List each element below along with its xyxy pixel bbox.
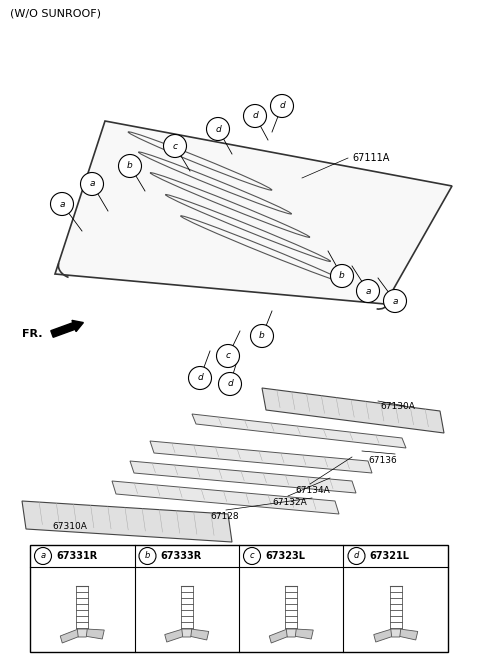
Circle shape <box>218 373 241 396</box>
Text: d: d <box>197 373 203 382</box>
Polygon shape <box>77 629 87 637</box>
Text: (W/O SUNROOF): (W/O SUNROOF) <box>10 8 101 18</box>
Polygon shape <box>189 629 209 640</box>
Text: c: c <box>172 142 178 150</box>
Polygon shape <box>55 121 452 304</box>
Polygon shape <box>374 629 394 642</box>
FancyArrow shape <box>51 320 84 337</box>
Circle shape <box>189 367 212 390</box>
Circle shape <box>271 94 293 117</box>
Text: b: b <box>127 161 133 171</box>
Polygon shape <box>130 461 356 493</box>
Circle shape <box>81 173 104 195</box>
Circle shape <box>50 192 73 216</box>
Circle shape <box>119 155 142 178</box>
Text: 67130A: 67130A <box>380 402 415 411</box>
Text: 67132A: 67132A <box>272 498 307 507</box>
Polygon shape <box>262 388 444 433</box>
Circle shape <box>357 279 380 302</box>
Circle shape <box>251 325 274 348</box>
Circle shape <box>164 134 187 157</box>
Polygon shape <box>182 629 192 637</box>
Text: a: a <box>40 552 46 560</box>
Text: 67134A: 67134A <box>295 486 330 495</box>
Polygon shape <box>150 441 372 473</box>
Text: b: b <box>259 331 265 340</box>
Polygon shape <box>22 501 232 542</box>
Circle shape <box>35 548 51 565</box>
Text: c: c <box>250 552 254 560</box>
Circle shape <box>348 548 365 565</box>
Text: a: a <box>89 180 95 188</box>
Polygon shape <box>286 629 296 637</box>
Text: 67136: 67136 <box>368 456 397 465</box>
Text: a: a <box>392 297 398 306</box>
Text: 67310A: 67310A <box>52 522 87 531</box>
Text: b: b <box>145 552 150 560</box>
Text: d: d <box>279 102 285 110</box>
Text: a: a <box>59 199 65 209</box>
Text: b: b <box>339 272 345 281</box>
Circle shape <box>216 344 240 367</box>
Text: FR.: FR. <box>22 329 43 339</box>
Polygon shape <box>84 629 104 639</box>
Polygon shape <box>112 481 339 514</box>
Text: d: d <box>227 380 233 388</box>
Text: d: d <box>252 112 258 121</box>
Text: 67323L: 67323L <box>265 551 305 561</box>
Circle shape <box>384 289 407 312</box>
Text: 67111A: 67111A <box>352 153 389 163</box>
Polygon shape <box>60 629 80 643</box>
Circle shape <box>139 548 156 565</box>
Text: d: d <box>215 125 221 134</box>
Polygon shape <box>398 629 418 640</box>
Text: d: d <box>354 552 359 560</box>
Text: c: c <box>226 352 230 361</box>
Text: 67333R: 67333R <box>160 551 202 561</box>
Circle shape <box>206 117 229 140</box>
Circle shape <box>243 548 261 565</box>
Circle shape <box>331 264 353 287</box>
Text: a: a <box>365 287 371 295</box>
Polygon shape <box>192 414 406 448</box>
Text: 67321L: 67321L <box>370 551 409 561</box>
Text: 67331R: 67331R <box>56 551 97 561</box>
Circle shape <box>243 104 266 127</box>
Polygon shape <box>269 629 289 643</box>
Polygon shape <box>391 629 401 637</box>
Polygon shape <box>165 629 185 642</box>
Polygon shape <box>293 629 313 639</box>
Text: 67128: 67128 <box>210 512 239 521</box>
